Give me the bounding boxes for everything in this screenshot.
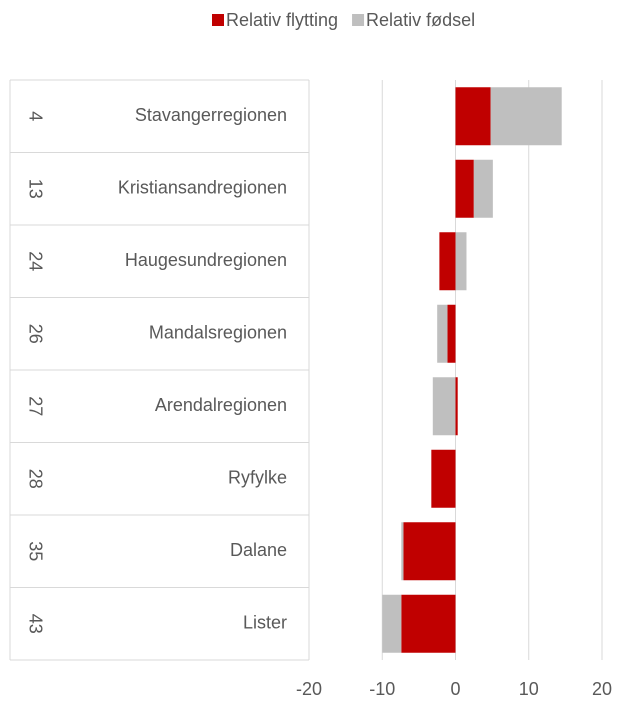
rank-label: 13 xyxy=(25,179,45,199)
legend-swatch xyxy=(212,14,224,26)
category-label: Haugesundregionen xyxy=(125,250,287,270)
bar xyxy=(455,87,491,146)
bar xyxy=(382,594,402,653)
bar xyxy=(490,87,562,146)
bar xyxy=(455,159,474,218)
bar xyxy=(447,304,456,363)
rank-label: 24 xyxy=(25,251,45,271)
bar xyxy=(432,377,456,436)
bar xyxy=(473,159,493,218)
category-label: Kristiansandregionen xyxy=(118,178,287,198)
bar xyxy=(401,594,456,653)
category-label: Stavangerregionen xyxy=(135,105,287,125)
bar xyxy=(431,449,456,508)
x-tick-label: 10 xyxy=(519,679,539,697)
rank-label: 27 xyxy=(25,396,45,416)
x-tick-label: -10 xyxy=(369,679,395,697)
rank-label: 4 xyxy=(25,111,45,121)
x-tick-label: 0 xyxy=(450,679,460,697)
category-label: Mandalsregionen xyxy=(149,323,287,343)
bar xyxy=(455,232,467,291)
category-label: Dalane xyxy=(230,540,287,560)
category-label: Ryfylke xyxy=(228,468,287,488)
rank-label: 26 xyxy=(25,324,45,344)
bar xyxy=(439,232,456,291)
legend-label: Relativ fødsel xyxy=(366,10,475,30)
rank-label: 28 xyxy=(25,469,45,489)
legend-swatch xyxy=(352,14,365,26)
category-label: Lister xyxy=(243,613,287,633)
legend-label: Relativ flytting xyxy=(226,10,338,30)
rank-label: 43 xyxy=(25,614,45,634)
category-label: Arendalregionen xyxy=(155,395,287,415)
bar xyxy=(403,522,456,581)
bar xyxy=(455,377,458,436)
rank-label: 35 xyxy=(25,541,45,561)
x-tick-label: -20 xyxy=(296,679,322,697)
x-tick-label: 20 xyxy=(592,679,612,697)
bar xyxy=(437,304,448,363)
bar xyxy=(401,522,404,581)
